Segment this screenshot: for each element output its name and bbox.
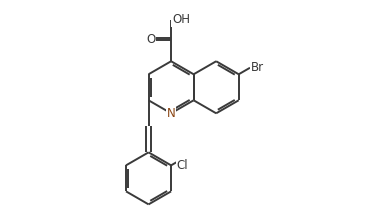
Text: OH: OH (172, 13, 190, 26)
Text: N: N (167, 107, 176, 120)
Text: Cl: Cl (177, 159, 188, 172)
Text: Br: Br (251, 61, 264, 74)
Text: O: O (146, 33, 156, 46)
